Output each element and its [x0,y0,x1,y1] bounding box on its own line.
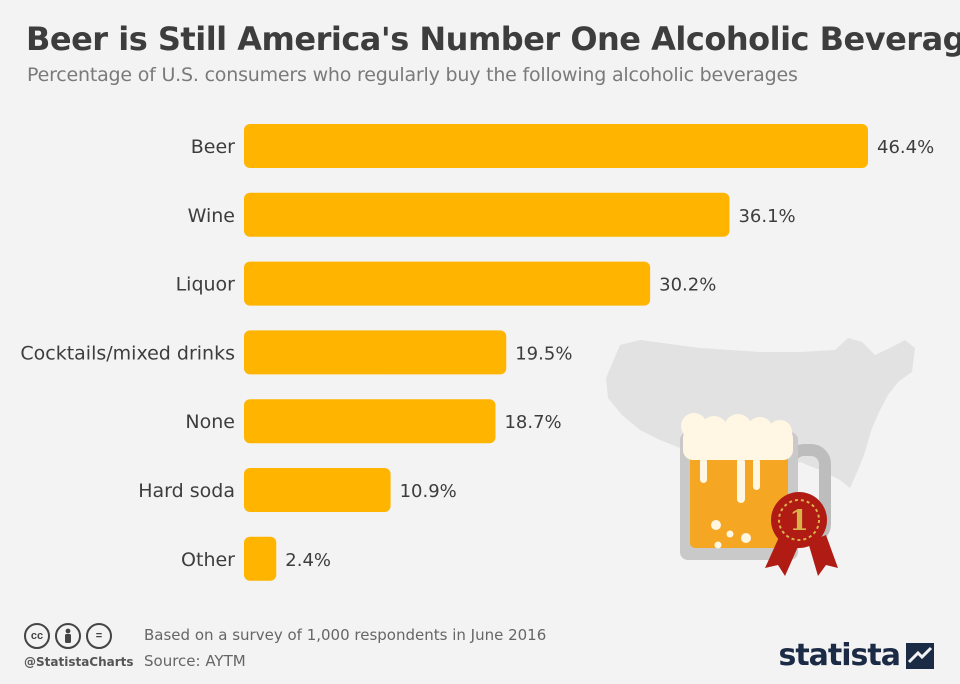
category-label: Other [181,549,235,571]
cc-icon[interactable]: cc [24,623,50,649]
award-ribbon-icon: 1 [765,492,838,576]
value-label: 30.2% [659,275,716,296]
chart-title: Beer is Still America's Number One Alcoh… [26,20,960,58]
statista-logo[interactable]: statista [778,638,934,673]
brand-name: statista [778,638,901,673]
category-label: Beer [191,136,235,158]
statista-logo-icon [906,642,934,669]
category-label: Liquor [176,274,236,296]
source-note: Source: AYTM [144,652,246,670]
value-label: 19.5% [515,343,572,364]
no-derivatives-icon[interactable]: = [86,623,112,649]
category-label: Wine [188,205,235,227]
bar-wine [244,192,730,237]
license-icons: cc = [24,623,112,649]
beer-mug-icon [680,413,831,560]
twitter-handle[interactable]: @StatistaCharts [24,655,134,669]
category-label: Cocktails/mixed drinks [20,342,235,364]
bar-liquor [244,261,651,306]
chart-subtitle: Percentage of U.S. consumers who regular… [27,64,798,86]
usa-map-icon [606,338,915,488]
value-label: 36.1% [738,206,795,227]
bar-none [244,399,496,444]
value-label: 18.7% [504,412,561,433]
bar-beer [244,124,868,168]
badge-number: 1 [789,504,808,537]
value-label: 2.4% [285,550,331,571]
bar-other [244,536,277,581]
survey-note: Based on a survey of 1,000 respondents i… [144,626,547,644]
category-label: None [185,411,235,433]
value-label: 10.9% [400,481,457,502]
value-label: 46.4% [877,137,934,158]
category-label: Hard soda [138,480,235,502]
attribution-icon[interactable] [55,623,81,649]
bar-series: Beer 46.4% Wine 36.1% Liquor 30.2% Cocktails/m… [20,124,934,581]
bar-hard-soda [244,468,391,512]
bar-cocktails-mixed-drinks [244,330,507,375]
